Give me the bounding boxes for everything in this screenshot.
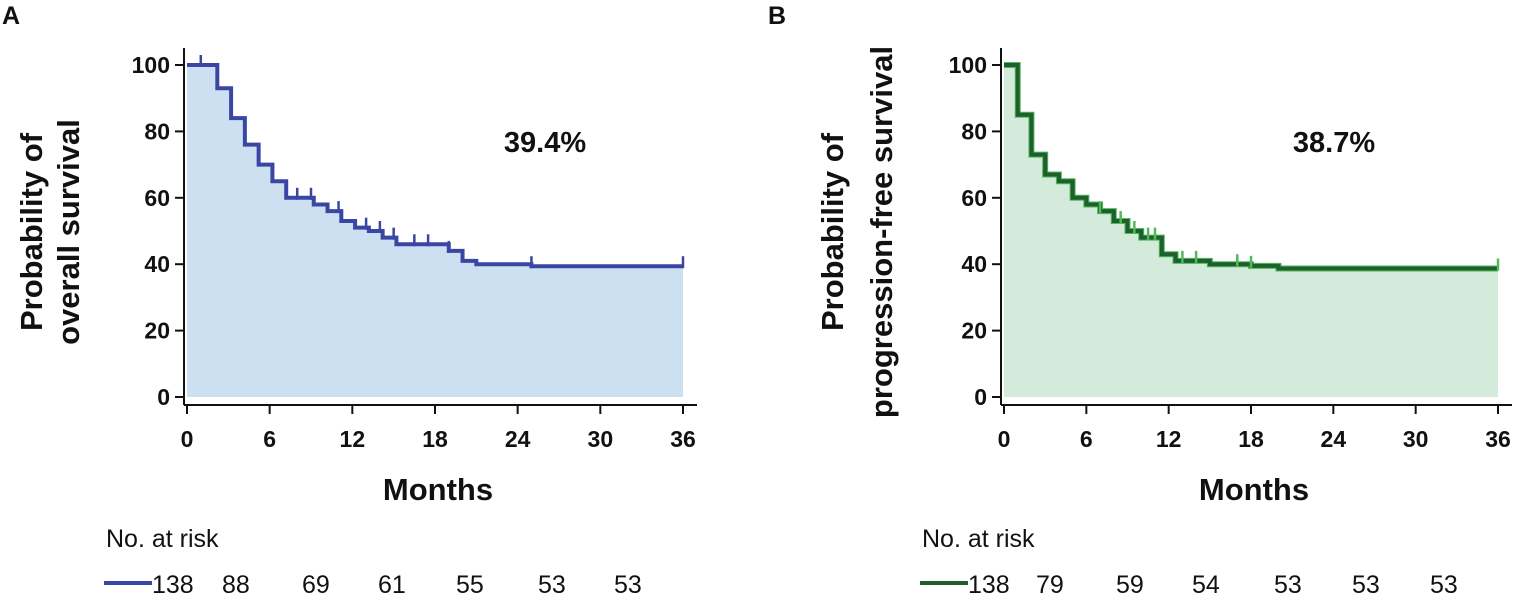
panel-b-xtick-label: 36	[1485, 426, 1511, 452]
panel-a-ytick-label: 40	[144, 251, 170, 277]
panel-b-plot: 0 20 40 60 80 100 0 6 12 18 24 30 36	[949, 48, 1512, 452]
panel-b-risk-value: 79	[1036, 571, 1064, 599]
panel-b-xtick-label: 30	[1403, 426, 1429, 452]
panel-a-survival-line	[187, 63, 683, 269]
panel-a-area-fill	[187, 65, 683, 397]
panel-b-ylabel-line2: progression-free survival	[864, 46, 899, 418]
panel-b-label: B	[768, 2, 786, 30]
panel-a-xtick-label: 36	[670, 426, 696, 452]
panel-b-risk-values: 138 79 59 54 53 53 53	[968, 571, 1458, 599]
panel-a-ytick-label: 100	[132, 52, 170, 78]
panel-b-xtick-label: 12	[1156, 426, 1182, 452]
panel-b-survival-line	[1004, 63, 1498, 271]
panel-b-area-fill	[1004, 65, 1498, 397]
panel-a-risk-value: 69	[302, 571, 330, 599]
panel-b-risk-value: 54	[1192, 571, 1220, 599]
panel-a-annotation: 39.4%	[504, 127, 586, 159]
panel-a-xtick-label: 18	[422, 426, 448, 452]
panel-b-xtick-label: 0	[998, 426, 1011, 452]
panel-a-label: A	[2, 2, 20, 30]
panel-b-ytick-label: 40	[961, 251, 987, 277]
panel-a-xtick-label: 24	[505, 426, 531, 452]
panel-a-ytick-label: 0	[157, 384, 170, 410]
panel-b-xtick-label: 6	[1080, 426, 1093, 452]
panel-b-ytick-label: 80	[961, 118, 987, 144]
panel-b-ytick-label: 0	[974, 384, 987, 410]
panel-a-ylabel-line1: Probability of	[14, 132, 49, 331]
panel-a-ylabel-line2: overall survival	[51, 119, 86, 345]
panel-b-progression-free-survival: B 0 20 40 60 80 100 0 6 12 18 24 30 36 Probability o…	[768, 2, 1512, 599]
panel-b-ylabel-line1: Probability of	[815, 132, 850, 331]
panel-b-risk-value: 53	[1274, 571, 1302, 599]
panel-b-risk-value: 138	[968, 571, 1010, 599]
panel-a-overall-survival: A 0 20 40 60 80 100 0 6 12 18 24 30 36 Probability o…	[2, 2, 697, 599]
panel-a-xtick-label: 6	[263, 426, 276, 452]
panel-a-ytick-label: 20	[144, 318, 170, 344]
panel-a-xlabel: Months	[383, 472, 493, 507]
panel-b-risk-value: 53	[1352, 571, 1380, 599]
panel-a-xtick-label: 0	[181, 426, 194, 452]
panel-b-annotation: 38.7%	[1293, 127, 1375, 159]
panel-a-risk-value: 61	[378, 571, 406, 599]
panel-a-xtick-label: 30	[588, 426, 614, 452]
panel-b-ytick-label: 20	[961, 318, 987, 344]
panel-a-risk-value: 138	[152, 571, 194, 599]
panel-b-xtick-label: 24	[1321, 426, 1347, 452]
panel-a-xtick-label: 12	[340, 426, 366, 452]
panel-b-risk-value: 53	[1430, 571, 1458, 599]
panel-a-risk-value: 53	[538, 571, 566, 599]
panel-a-plot: 0 20 40 60 80 100 0 6 12 18 24 30 36	[132, 48, 697, 452]
panel-a-risk-value: 55	[456, 571, 484, 599]
panel-a-risk-header: No. at risk	[106, 525, 219, 553]
panel-b-risk-value: 59	[1116, 571, 1144, 599]
panel-b-xtick-label: 18	[1238, 426, 1264, 452]
panel-a-ytick-label: 80	[144, 118, 170, 144]
panel-a-risk-value: 53	[614, 571, 642, 599]
panel-b-ytick-label: 60	[961, 185, 987, 211]
panel-b-risk-header: No. at risk	[922, 525, 1035, 553]
panel-a-ytick-label: 60	[144, 185, 170, 211]
panel-b-xlabel: Months	[1199, 472, 1309, 507]
panel-a-risk-value: 88	[222, 571, 250, 599]
panel-a-risk-values: 138 88 69 61 55 53 53	[152, 571, 642, 599]
panel-b-ytick-label: 100	[949, 52, 987, 78]
